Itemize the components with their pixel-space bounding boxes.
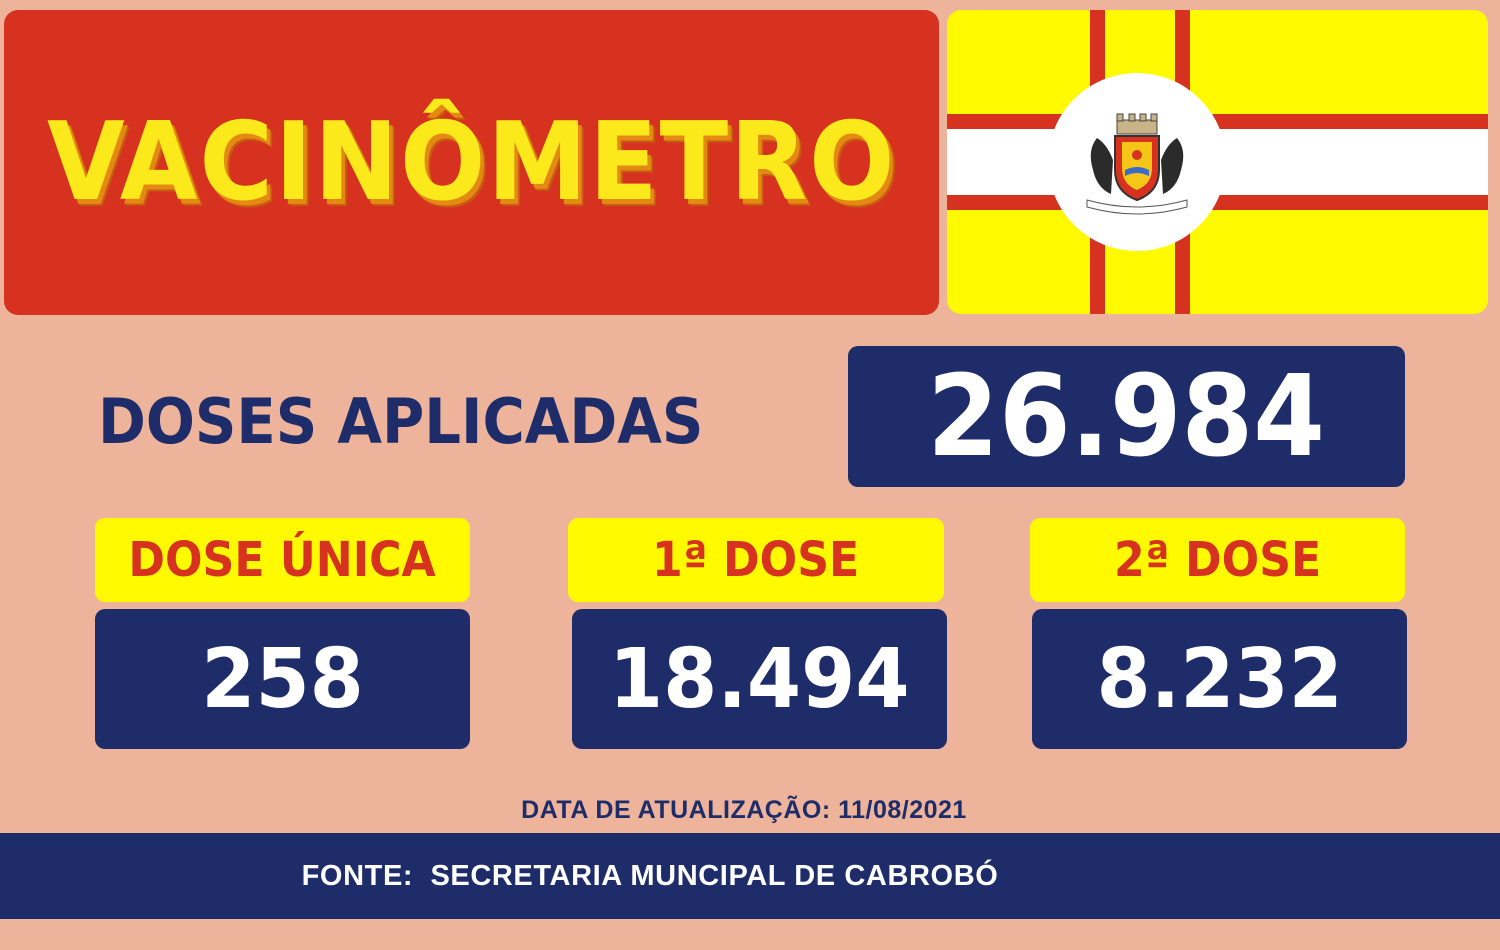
second-dose-value: 8.232 <box>1096 631 1343 727</box>
doses-applied-label: DOSES APLICADAS <box>98 385 704 458</box>
dose-unica-label: DOSE ÚNICA <box>128 532 437 588</box>
total-doses-value: 26.984 <box>927 351 1326 482</box>
footer-source: FONTE: SECRETARIA MUNCIPAL DE CABROBÓ <box>301 859 999 892</box>
page-title: VACINÔMETRO <box>46 100 897 225</box>
first-dose-label-box: 1ª DOSE <box>568 518 944 602</box>
dose-unica-label-box: DOSE ÚNICA <box>95 518 470 602</box>
city-flag <box>947 10 1488 314</box>
second-dose-value-box: 8.232 <box>1032 609 1407 749</box>
dose-unica-value-box: 258 <box>95 609 470 749</box>
title-banner: VACINÔMETRO <box>4 10 939 315</box>
first-dose-label: 1ª DOSE <box>652 532 860 588</box>
first-dose-value: 18.494 <box>609 631 910 727</box>
footer-bar: FONTE: SECRETARIA MUNCIPAL DE CABROBÓ <box>0 833 1500 919</box>
second-dose-label: 2ª DOSE <box>1113 532 1322 588</box>
update-date: DATA DE ATUALIZAÇÃO: 11/08/2021 <box>521 796 967 824</box>
second-dose-label-box: 2ª DOSE <box>1030 518 1405 602</box>
flag-graphic <box>947 10 1488 314</box>
first-dose-value-box: 18.494 <box>572 609 947 749</box>
total-doses-box: 26.984 <box>848 346 1405 487</box>
coat-of-arms-icon <box>1086 113 1188 215</box>
dose-unica-value: 258 <box>201 631 364 727</box>
